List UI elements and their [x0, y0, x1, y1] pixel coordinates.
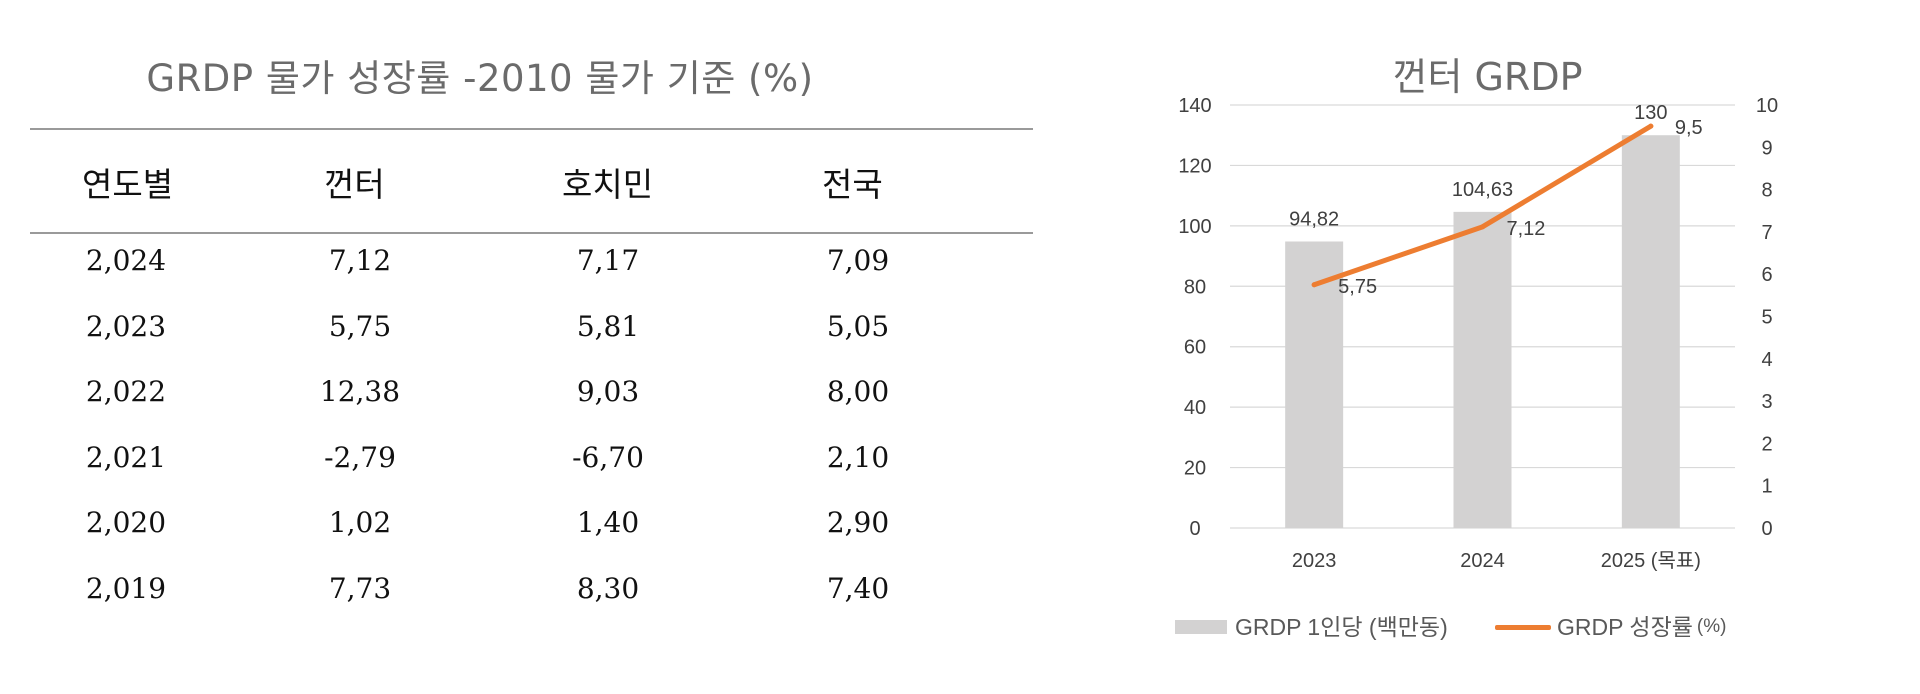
bar [1453, 211, 1512, 529]
cell-hochiminh: 7,17 [576, 244, 640, 277]
x-tick-label: 2024 [1460, 550, 1505, 572]
cell-hochiminh: 9,03 [576, 375, 640, 408]
y-right-tick-label: 5 [1761, 307, 1772, 329]
cell-national: 5,05 [826, 309, 890, 343]
y-right-tick-label: 3 [1761, 391, 1772, 413]
y-right-tick-label: 0 [1761, 518, 1772, 540]
legend-label-line-unit: (%) [1696, 616, 1727, 637]
line-point [1311, 282, 1317, 288]
cell-year: 2,023 [85, 309, 167, 343]
y-left-tick-label: 100 [1178, 216, 1211, 238]
table-header-rule [30, 232, 1033, 234]
y-right-tick-label: 8 [1761, 180, 1772, 202]
y-left-tick-label: 140 [1178, 95, 1211, 117]
cell-cantho: 1,02 [328, 506, 392, 539]
table-top-rule [30, 128, 1033, 130]
line-point [1480, 224, 1485, 230]
line-data-label: 7,12 [1507, 218, 1546, 240]
y-right-tick-label: 10 [1756, 95, 1778, 117]
y-left-tick-label: 120 [1178, 155, 1211, 177]
cell-national: 8,00 [826, 375, 890, 408]
y-right-tick-label: 1 [1761, 476, 1772, 498]
cell-year: 2,024 [85, 244, 167, 277]
cell-hochiminh: 8,30 [576, 571, 640, 605]
cell-national: 2,10 [826, 440, 890, 474]
cell-year: 2,020 [85, 506, 167, 539]
header-year: 연도별 [82, 165, 174, 204]
cantho-grdp-chart: 껀터 GRDP 0 20 40 60 80 100 120 140 0 1 2 3 4 5 6 7 8 9 10 20… [1085, 0, 1920, 694]
cell-cantho: 12,38 [319, 375, 401, 408]
y-right-tick-label: 4 [1761, 349, 1772, 371]
x-tick-label: 2025 (목표) [1601, 550, 1701, 572]
cell-year: 2,019 [85, 571, 167, 605]
legend-label-bar: GRDP 1인당 (백만동) [1235, 614, 1448, 640]
line-data-label: 9,5 [1675, 117, 1703, 139]
chart-svg: 0 20 40 60 80 100 120 140 0 1 2 3 4 5 6 7 8 9 10 2023 2024 20… [1178, 95, 1778, 572]
line-point [1648, 123, 1654, 129]
y-right-tick-label: 9 [1761, 137, 1772, 159]
cell-hochiminh: 1,40 [576, 506, 640, 539]
legend-item-bar: GRDP 1인당 (백만동) [1175, 612, 1448, 642]
cell-national: 2,90 [826, 506, 890, 539]
legend-item-line: GRDP 성장률 (%) [1495, 612, 1726, 642]
y-left-tick-label: 40 [1184, 397, 1206, 419]
header-cantho: 껀터 [324, 165, 385, 204]
cell-national: 7,40 [826, 571, 890, 605]
legend-swatch-line [1495, 624, 1551, 630]
cell-year: 2,022 [85, 375, 167, 408]
y-right-tick-label: 7 [1761, 222, 1772, 244]
y-left-tick-label: 20 [1184, 458, 1206, 480]
cell-national: 7,09 [826, 244, 890, 277]
y-left-tick-label: 0 [1189, 518, 1200, 540]
bar [1621, 135, 1680, 528]
cell-year: 2,021 [85, 440, 167, 474]
cell-cantho: 7,73 [328, 571, 392, 605]
bar-data-label: 104,63 [1452, 179, 1513, 201]
table-title: GRDP 물가 성장률 -2010 물가 기준 (%) [146, 57, 814, 100]
line-data-label: 5,75 [1338, 276, 1377, 298]
chart-title: 껀터 GRDP [1392, 55, 1583, 99]
legend-label-line: GRDP 성장률 [1557, 614, 1693, 640]
cell-hochiminh: 5,81 [576, 309, 640, 343]
header-national: 전국 [822, 165, 883, 204]
cell-cantho: 7,12 [328, 244, 392, 277]
y-left-tick-label: 60 [1184, 337, 1206, 359]
y-left-tick-label: 80 [1184, 276, 1206, 298]
x-tick-label: 2023 [1292, 550, 1337, 572]
y-right-tick-label: 2 [1761, 433, 1772, 455]
legend-swatch-bar [1175, 620, 1227, 634]
bar [1285, 241, 1344, 528]
bar-data-label: 94,82 [1289, 209, 1339, 231]
cell-cantho: 5,75 [328, 309, 392, 343]
cell-hochiminh: -6,70 [572, 440, 644, 474]
y-right-tick-label: 6 [1761, 264, 1772, 286]
cell-cantho: -2,79 [324, 440, 396, 474]
header-hochiminh: 호치민 [562, 165, 654, 204]
bar-data-label: 130 [1634, 102, 1667, 124]
